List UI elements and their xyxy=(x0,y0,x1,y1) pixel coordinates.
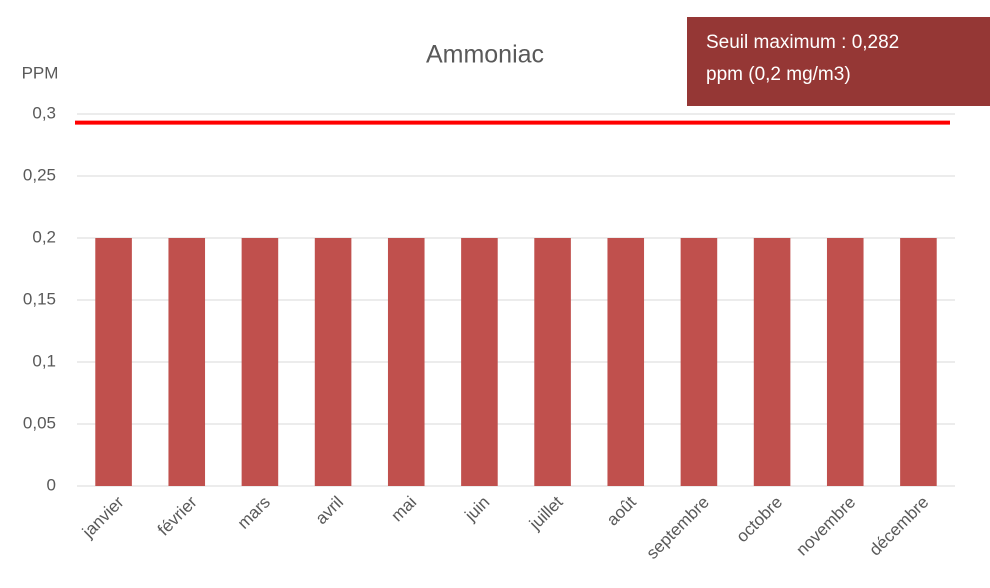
annotation-box xyxy=(687,17,990,106)
bar xyxy=(168,238,206,486)
bar xyxy=(534,238,571,486)
y-tick-label: 0,1 xyxy=(32,351,56,370)
bar xyxy=(95,238,132,486)
bar xyxy=(461,238,498,486)
x-tick-label: septembre xyxy=(643,493,713,563)
y-tick-label: 0 xyxy=(47,475,56,494)
x-tick-label: février xyxy=(154,492,201,539)
chart-title: Ammoniac xyxy=(426,41,544,69)
y-axis-label: PPM xyxy=(22,63,59,82)
x-tick-label: mars xyxy=(234,493,274,533)
bar xyxy=(680,238,718,486)
y-tick-label: 0,25 xyxy=(23,165,56,184)
bar xyxy=(314,238,352,486)
bar xyxy=(241,238,279,486)
x-tick-label: juillet xyxy=(525,492,567,534)
annotation-text: Seuil maximum : 0,282 xyxy=(706,32,899,53)
bar xyxy=(826,238,864,486)
y-tick-label: 0,05 xyxy=(23,413,56,432)
x-tick-label: août xyxy=(603,492,640,529)
x-tick-label: octobre xyxy=(733,493,787,547)
annotation-text: ppm (0,2 mg/m3) xyxy=(706,64,851,85)
y-tick-label: 0,3 xyxy=(32,103,56,122)
x-tick-label: mai xyxy=(387,493,420,526)
x-tick-label: avril xyxy=(312,493,347,528)
x-tick-label: décembre xyxy=(866,493,933,560)
bar xyxy=(900,238,937,486)
y-tick-label: 0,15 xyxy=(23,289,56,308)
bar xyxy=(387,238,425,486)
x-tick-label: novembre xyxy=(792,493,859,560)
x-tick-label: janvier xyxy=(78,492,128,542)
y-tick-label: 0,2 xyxy=(32,227,56,246)
bar xyxy=(607,238,645,486)
bar xyxy=(753,238,791,486)
x-tick-label: juin xyxy=(461,493,494,526)
